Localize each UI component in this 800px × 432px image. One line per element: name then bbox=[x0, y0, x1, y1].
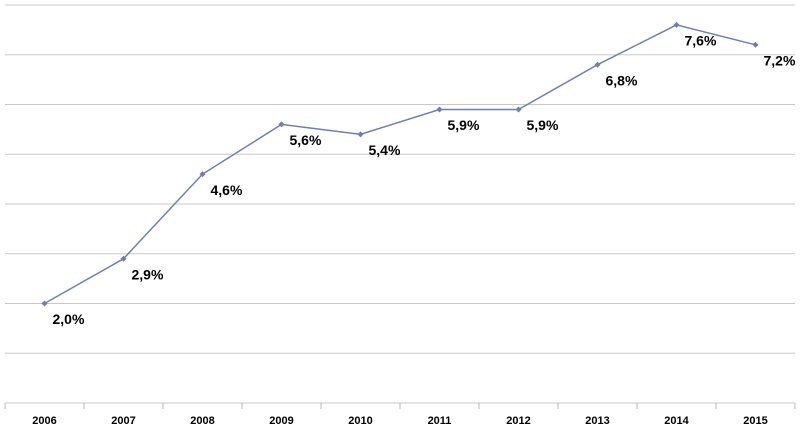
marker bbox=[515, 106, 522, 113]
marker bbox=[41, 300, 48, 307]
marker bbox=[357, 131, 364, 138]
marker bbox=[752, 41, 759, 48]
x-tick-label: 2010 bbox=[348, 415, 372, 427]
value-label: 4,6% bbox=[211, 182, 243, 198]
value-label: 6,8% bbox=[606, 72, 638, 88]
x-tick-label: 2014 bbox=[664, 415, 689, 427]
x-tick-label: 2015 bbox=[743, 415, 767, 427]
x-tick-label: 2007 bbox=[111, 415, 135, 427]
line bbox=[44, 24, 756, 305]
x-tick-label: 2013 bbox=[585, 415, 609, 427]
marker bbox=[594, 61, 601, 68]
value-label: 7,2% bbox=[764, 53, 796, 69]
marker bbox=[278, 121, 285, 128]
value-label: 5,6% bbox=[290, 132, 322, 148]
x-tick-label: 2006 bbox=[32, 415, 56, 427]
value-label: 5,9% bbox=[527, 117, 559, 133]
x-tick-label: 2008 bbox=[190, 415, 214, 427]
marker bbox=[673, 21, 680, 28]
x-tick-label: 2009 bbox=[269, 415, 293, 427]
x-tick-label: 2011 bbox=[428, 415, 452, 427]
x-tick-label: 2012 bbox=[506, 415, 530, 427]
value-label: 7,6% bbox=[685, 33, 717, 49]
marker bbox=[120, 255, 127, 262]
value-label: 2,0% bbox=[53, 311, 85, 327]
value-label: 5,9% bbox=[448, 117, 480, 133]
marker bbox=[199, 171, 206, 178]
value-label: 5,4% bbox=[369, 142, 401, 158]
value-label: 2,9% bbox=[132, 266, 164, 282]
marker bbox=[436, 106, 443, 113]
